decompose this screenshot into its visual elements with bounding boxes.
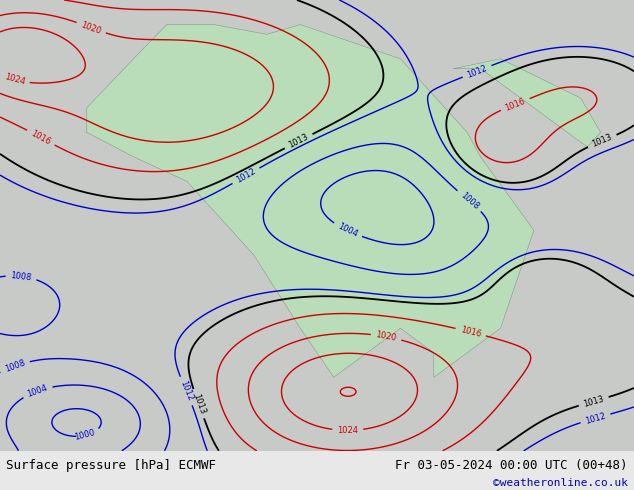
Text: 1012: 1012 [465,63,489,79]
Text: 1016: 1016 [29,128,52,147]
Text: 1008: 1008 [458,191,480,211]
Text: 1008: 1008 [10,270,32,282]
Text: 1016: 1016 [504,96,527,113]
Text: 1013: 1013 [582,394,605,409]
Text: 1024: 1024 [337,426,358,435]
Polygon shape [454,59,600,147]
Text: 1020: 1020 [80,20,103,36]
Text: 1012: 1012 [584,411,607,425]
Text: 1013: 1013 [287,132,310,150]
Text: 1013: 1013 [191,392,207,415]
Text: 1012: 1012 [235,167,257,185]
Text: 1004: 1004 [26,383,49,399]
Text: 1024: 1024 [3,73,26,87]
Text: Surface pressure [hPa] ECMWF: Surface pressure [hPa] ECMWF [6,459,216,472]
Text: Fr 03-05-2024 00:00 UTC (00+48): Fr 03-05-2024 00:00 UTC (00+48) [395,459,628,472]
Text: ©weatheronline.co.uk: ©weatheronline.co.uk [493,478,628,488]
Text: 1012: 1012 [178,380,195,402]
Text: 1020: 1020 [375,330,398,343]
Text: 1004: 1004 [336,222,359,239]
Text: 1013: 1013 [591,133,614,149]
Text: 1000: 1000 [74,428,96,442]
Text: 1016: 1016 [460,325,482,339]
Text: 1008: 1008 [3,358,26,374]
Polygon shape [87,24,534,377]
